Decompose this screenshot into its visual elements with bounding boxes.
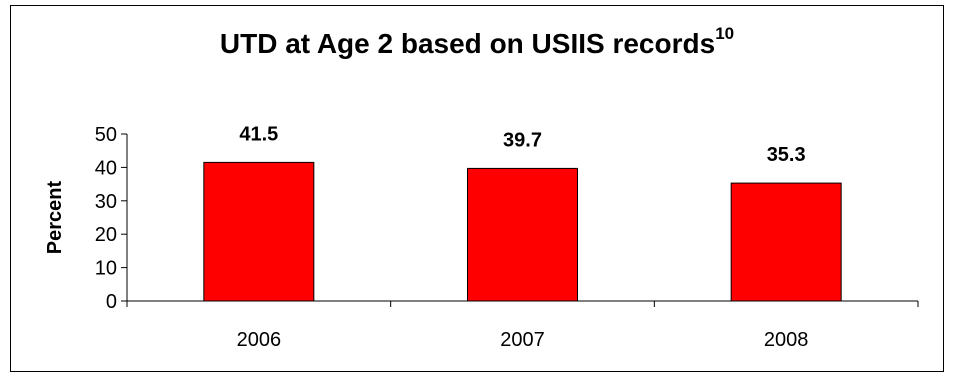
data-label-2008: 35.3 [767, 144, 806, 166]
y-tick-label: 40 [95, 157, 117, 179]
chart-title-superscript: 10 [715, 24, 735, 43]
y-tick-label: 30 [95, 191, 117, 213]
chart-title-text: UTD at Age 2 based on USIIS records [219, 28, 716, 59]
x-tick-label-2007: 2007 [500, 329, 545, 351]
data-label-2006: 41.5 [239, 123, 278, 145]
x-tick-label-2006: 2006 [237, 329, 282, 351]
y-tick-label: 20 [95, 224, 117, 246]
y-tick-label: 10 [95, 258, 117, 280]
y-tick-label: 0 [106, 291, 117, 313]
bar-2008 [730, 182, 842, 302]
chart-title: UTD at Age 2 based on USIIS records10 [0, 24, 954, 60]
x-tick-label-2008: 2008 [764, 329, 809, 351]
data-label-2007: 39.7 [503, 129, 542, 151]
y-axis-title: Percent [44, 180, 66, 254]
bar-2006 [203, 161, 315, 302]
y-tick-label: 50 [95, 124, 117, 146]
bar-2007 [467, 167, 578, 302]
